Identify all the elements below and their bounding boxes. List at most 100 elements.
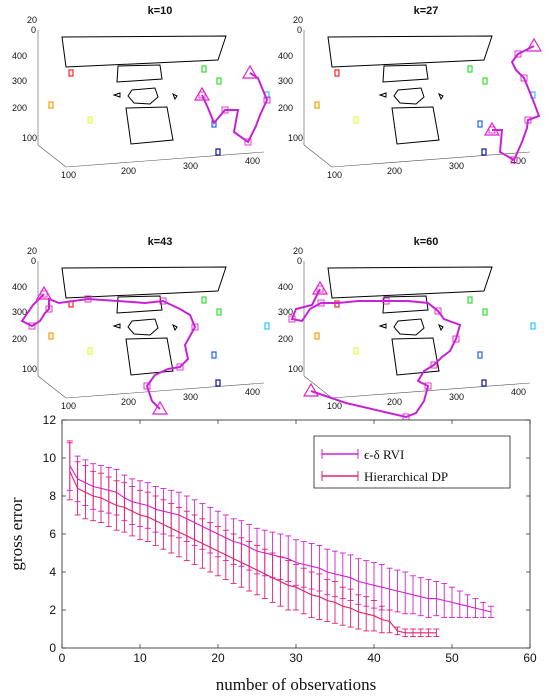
octagon-obstacle bbox=[127, 87, 159, 105]
x-tick-label: 40 bbox=[367, 651, 381, 665]
path-marker bbox=[221, 106, 229, 114]
landmark-marker bbox=[334, 69, 340, 77]
box-obstacle bbox=[382, 295, 429, 314]
path-marker bbox=[520, 74, 528, 82]
small-obstacle bbox=[172, 323, 178, 332]
wall-obstacle bbox=[61, 35, 227, 68]
x-tick-label: 200 bbox=[387, 166, 402, 176]
octagon-obstacle bbox=[393, 87, 425, 105]
x-axis-line bbox=[37, 144, 67, 168]
wall-obstacle bbox=[327, 266, 493, 299]
path-marker bbox=[159, 297, 167, 305]
landmark-marker bbox=[353, 116, 359, 124]
goal-triangle bbox=[35, 285, 53, 300]
landmark-marker bbox=[48, 101, 54, 109]
z-tick-label: 20 bbox=[293, 246, 303, 256]
path-marker bbox=[198, 91, 206, 99]
y-tick-label: 300 bbox=[12, 76, 27, 86]
landmark-marker bbox=[201, 65, 207, 73]
box-obstacle bbox=[391, 106, 440, 145]
y-tick-label: 6 bbox=[49, 527, 56, 541]
start-triangle bbox=[525, 37, 543, 52]
landmark-marker bbox=[211, 351, 217, 359]
x-tick-label: 100 bbox=[61, 170, 76, 180]
x-tick-label: 60 bbox=[523, 651, 537, 665]
path-marker bbox=[316, 285, 324, 293]
path-marker bbox=[430, 361, 438, 369]
z-tick-label: 0 bbox=[297, 256, 302, 266]
landmark-marker bbox=[482, 77, 488, 85]
landmark-marker bbox=[264, 322, 270, 330]
small-obstacle bbox=[112, 323, 121, 329]
path-marker bbox=[176, 363, 184, 371]
goal-triangle bbox=[311, 280, 329, 295]
x-axis-base bbox=[65, 382, 265, 399]
landmark-marker bbox=[481, 379, 487, 387]
path-marker bbox=[514, 50, 522, 58]
landmark-marker bbox=[481, 148, 487, 156]
wall-obstacle bbox=[327, 35, 493, 68]
landmark-marker bbox=[353, 347, 359, 355]
legend-label: Hierarchical DP bbox=[364, 469, 448, 484]
error-chart: 0 10 20 30 40 50 60 0 2 4 6 8 10 12 number of observat… bbox=[7, 413, 537, 694]
path-marker bbox=[317, 299, 325, 307]
landmark-marker bbox=[477, 351, 483, 359]
panel-title: k=43 bbox=[148, 236, 173, 248]
x-axis-base bbox=[331, 151, 531, 168]
x-tick-label: 100 bbox=[327, 170, 342, 180]
y-tick-label: 400 bbox=[278, 282, 293, 292]
box-obstacle bbox=[116, 64, 163, 83]
y-tick-label: 400 bbox=[278, 51, 293, 61]
robot-path-inner bbox=[492, 45, 540, 161]
start-triangle bbox=[241, 64, 259, 79]
goal-triangle bbox=[193, 86, 211, 101]
start-triangle bbox=[302, 382, 320, 397]
legend-box bbox=[313, 435, 511, 489]
y-tick-label: 12 bbox=[43, 413, 57, 427]
x-tick-label: 400 bbox=[511, 387, 526, 397]
trajectory-panel: 200 100 200 300 400 100 200 300 400 bbox=[278, 15, 543, 180]
y-tick-label: 300 bbox=[278, 307, 293, 317]
z-tick-label: 0 bbox=[31, 256, 36, 266]
path-marker bbox=[382, 297, 390, 305]
x-tick-label: 0 bbox=[59, 651, 66, 665]
small-obstacle bbox=[378, 323, 387, 329]
trajectory-panel: 200 100 200 300 400 100 200 300 400 bbox=[12, 246, 270, 415]
goal-triangle bbox=[483, 121, 501, 136]
x-tick-label: 200 bbox=[121, 166, 136, 176]
path-marker bbox=[434, 307, 442, 315]
x-tick-label: 400 bbox=[511, 156, 526, 166]
y-tick-label: 400 bbox=[12, 51, 27, 61]
y-tick-label: 300 bbox=[278, 76, 293, 86]
small-obstacle bbox=[378, 92, 387, 98]
legend-label: ϵ-δ RVI bbox=[364, 447, 404, 462]
box-obstacle bbox=[125, 106, 174, 145]
landmark-marker bbox=[482, 308, 488, 316]
panel-title: k=60 bbox=[414, 236, 439, 248]
y-tick-label: 10 bbox=[43, 451, 57, 465]
x-tick-label: 300 bbox=[183, 161, 198, 171]
x-axis-label: number of observations bbox=[216, 675, 377, 694]
landmark-marker bbox=[314, 101, 320, 109]
robot-path bbox=[201, 72, 269, 144]
x-axis-base bbox=[331, 382, 531, 399]
x-tick-label: 50 bbox=[445, 651, 459, 665]
path-marker bbox=[488, 126, 496, 134]
landmark-marker bbox=[87, 347, 93, 355]
small-obstacle bbox=[172, 92, 178, 101]
landmark-marker bbox=[68, 69, 74, 77]
landmark-marker bbox=[477, 120, 483, 128]
wall-obstacle bbox=[61, 266, 227, 299]
path-marker bbox=[510, 156, 518, 164]
landmark-marker bbox=[314, 332, 320, 340]
y-axis-label: gross error bbox=[7, 497, 26, 571]
small-obstacle bbox=[112, 92, 121, 98]
x-tick-label: 400 bbox=[245, 156, 260, 166]
box-obstacle bbox=[391, 337, 440, 376]
z-tick-label: 20 bbox=[293, 15, 303, 25]
x-tick-label: 300 bbox=[449, 161, 464, 171]
legend: ϵ-δ RVI Hierarchical DP bbox=[313, 435, 511, 489]
x-tick-label: 400 bbox=[245, 387, 260, 397]
